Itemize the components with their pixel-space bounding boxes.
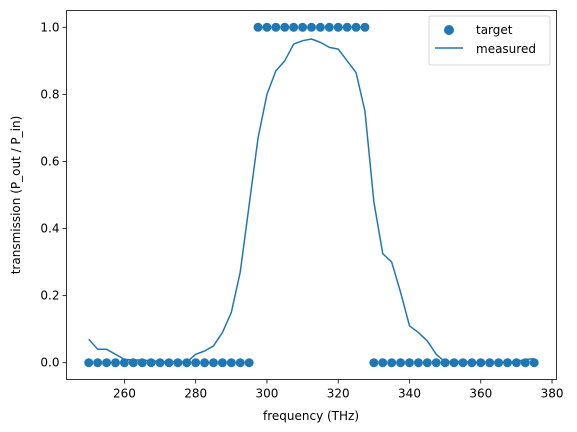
target-point (155, 358, 165, 368)
target-point (431, 358, 441, 368)
target-point (333, 22, 343, 32)
x-tick-label: 300 (256, 387, 279, 401)
legend: target measured (428, 15, 551, 66)
x-tick-label: 260 (113, 387, 136, 401)
x-tick-label: 380 (541, 387, 564, 401)
target-point (458, 358, 468, 368)
x-axis-ticks: 260 280 300 320 340 360 380 (113, 379, 564, 401)
y-tick-label: 0.6 (40, 154, 59, 168)
target-point (93, 358, 103, 368)
x-tick-label: 340 (398, 387, 421, 401)
target-point (280, 22, 290, 32)
target-point (307, 22, 316, 32)
axes-frame (66, 10, 557, 380)
target-point (360, 22, 370, 32)
target-point (84, 358, 94, 368)
legend-box (428, 15, 551, 66)
target-point (119, 358, 129, 368)
target-point (102, 358, 112, 368)
target-point (111, 358, 120, 368)
target-point (235, 358, 245, 368)
target-point (226, 358, 236, 368)
target-point (378, 358, 388, 368)
target-point (449, 358, 459, 368)
target-point (422, 358, 432, 368)
target-point (511, 358, 521, 368)
y-axis-label: transmission (P_out / P_in) (9, 116, 23, 275)
target-point (271, 22, 281, 32)
legend-target-label: target (476, 23, 513, 37)
target-point (315, 22, 325, 32)
target-point (191, 358, 201, 368)
target-point (387, 358, 397, 368)
legend-target-marker (444, 25, 454, 35)
legend-measured-label: measured (476, 42, 536, 56)
measured-line (88, 38, 535, 364)
target-point (324, 22, 334, 32)
target-point (298, 22, 308, 32)
y-axis-ticks: 0.0 0.2 0.4 0.6 0.8 1.0 (40, 20, 67, 370)
target-point (217, 358, 227, 368)
target-point (253, 22, 263, 32)
y-tick-label: 0.2 (40, 289, 59, 303)
target-point (396, 358, 406, 368)
target-point (405, 358, 414, 368)
y-tick-label: 0.4 (40, 222, 59, 236)
target-point (209, 358, 218, 368)
y-tick-label: 0.8 (40, 87, 59, 101)
x-tick-label: 360 (469, 387, 492, 401)
target-point (369, 358, 379, 368)
x-axis-label: frequency (THz) (263, 409, 359, 423)
target-point (413, 358, 423, 368)
y-tick-label: 0.0 (40, 356, 59, 370)
target-point (200, 358, 210, 368)
y-tick-label: 1.0 (40, 20, 59, 34)
target-point (244, 358, 254, 368)
target-point (351, 22, 361, 32)
target-point (529, 358, 539, 368)
target-point (289, 22, 299, 32)
target-point (146, 358, 156, 368)
target-point (342, 22, 352, 32)
x-tick-label: 280 (184, 387, 207, 401)
target-point (262, 22, 272, 32)
x-tick-label: 320 (327, 387, 350, 401)
plot-area (84, 22, 539, 368)
